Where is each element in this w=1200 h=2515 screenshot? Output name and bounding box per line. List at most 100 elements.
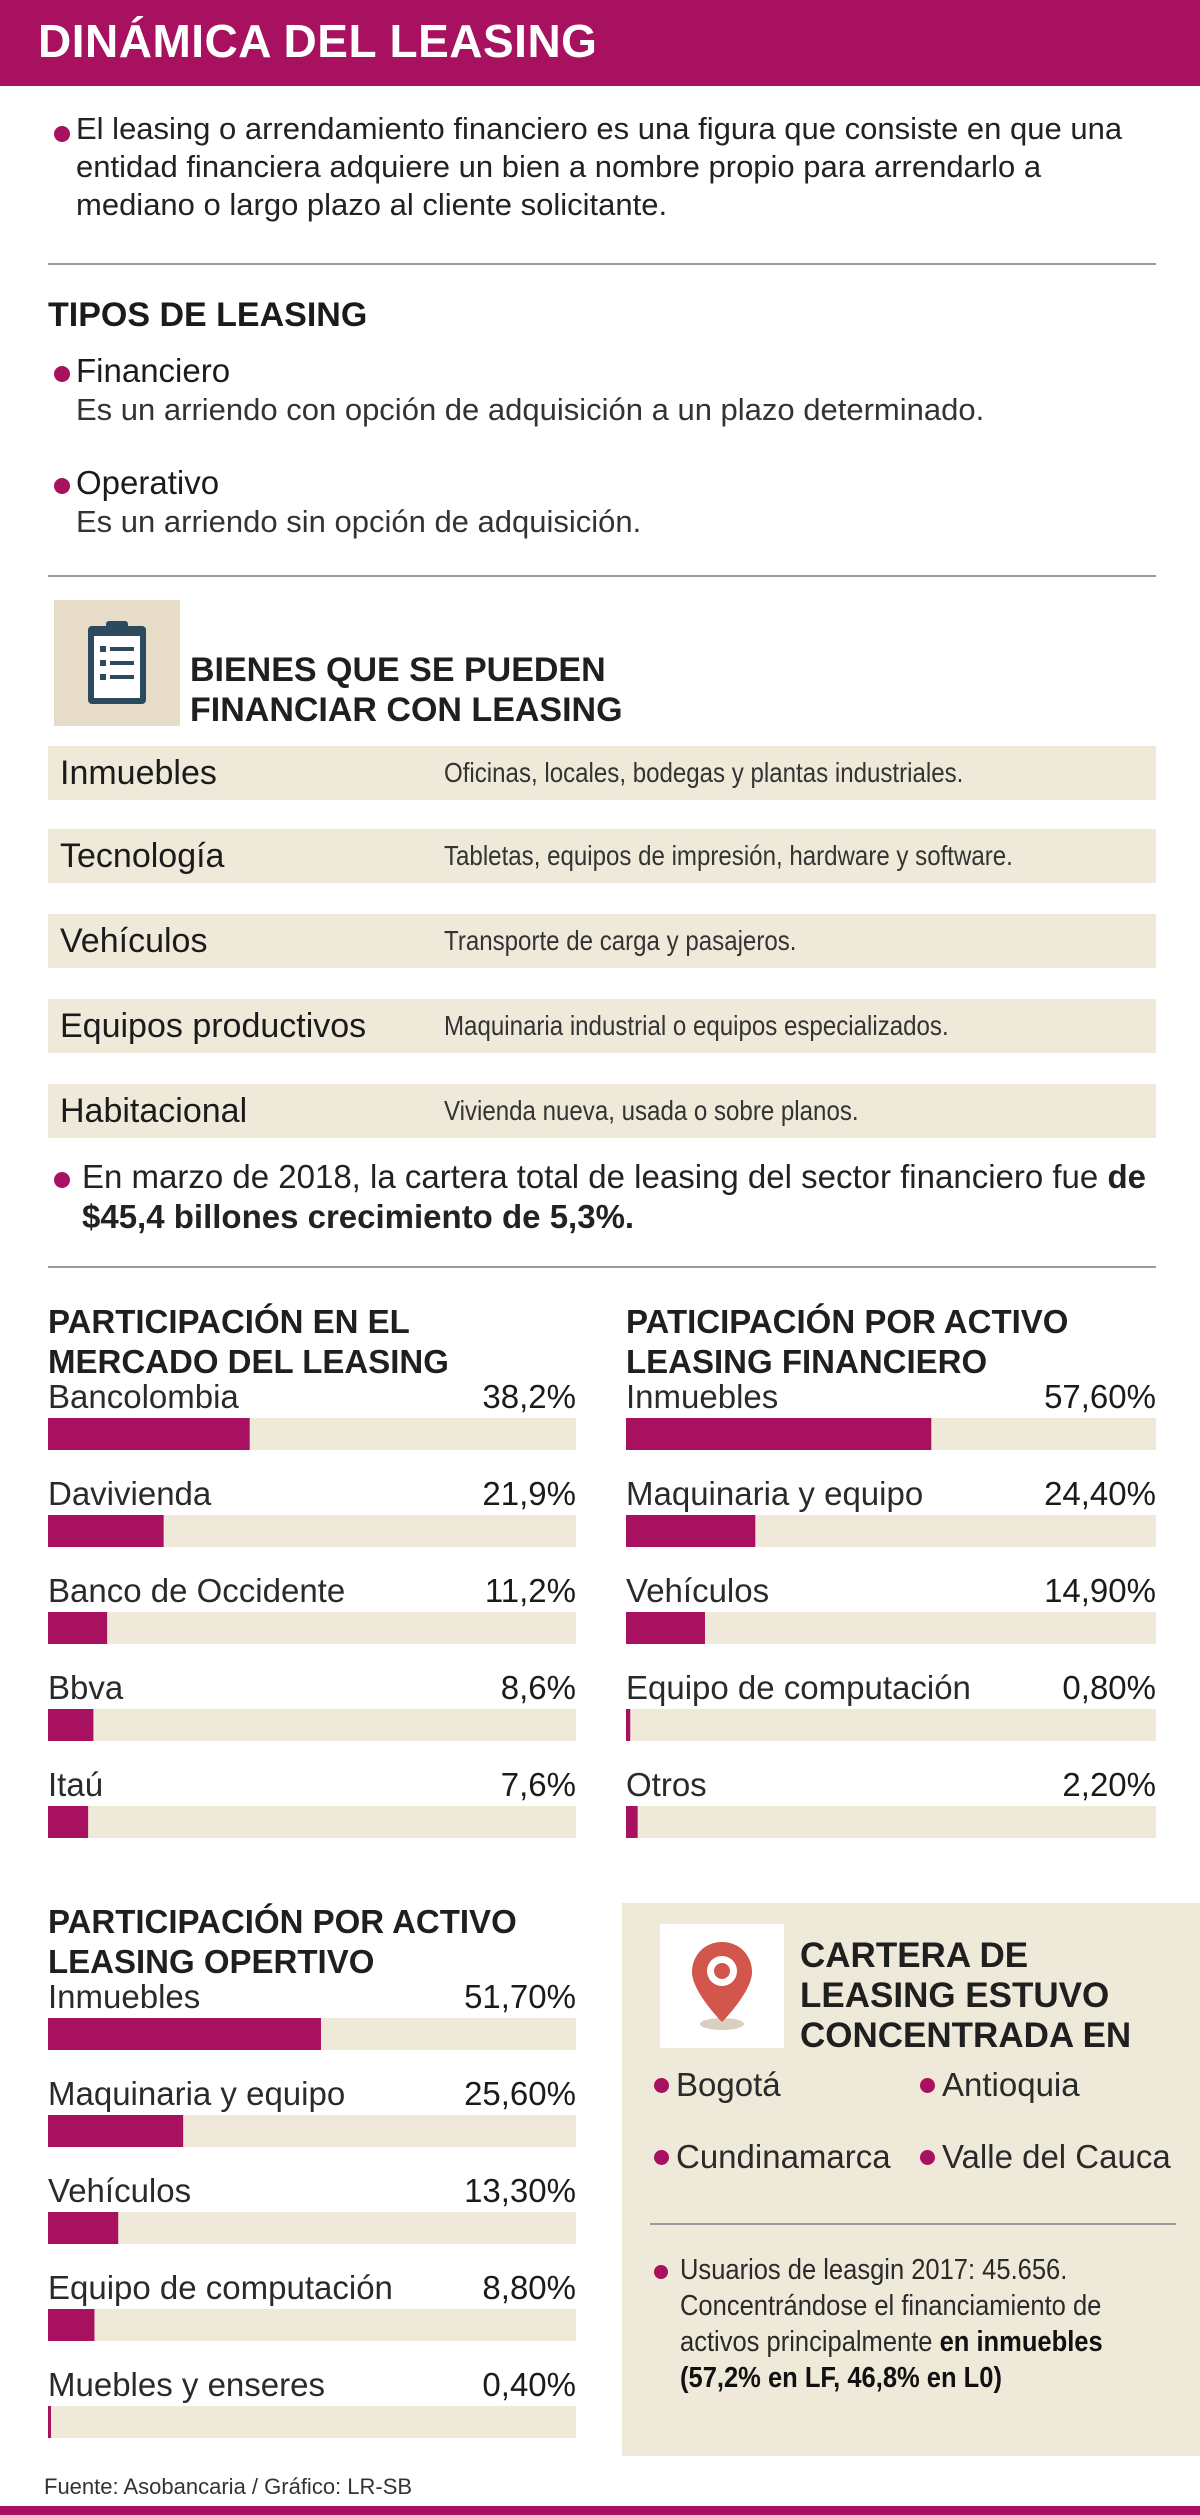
cartera-text-a: En marzo de 2018, la cartera total de le… xyxy=(82,1158,1108,1195)
divider xyxy=(48,1266,1156,1268)
bienes-row: Inmuebles Oficinas, locales, bodegas y p… xyxy=(48,746,1156,800)
region-item: Valle del Cauca xyxy=(920,2138,1171,2176)
tipos-title: TIPOS DE LEASING xyxy=(48,296,368,334)
bullet-icon xyxy=(54,1172,70,1188)
bienes-title-line: FINANCIAR CON LEASING xyxy=(190,691,623,729)
source-credit: Fuente: Asobancaria / Gráfico: LR-SB xyxy=(44,2474,413,2499)
bienes-description: Transporte de carga y pasajeros. xyxy=(444,925,797,956)
bullet-icon xyxy=(54,478,70,494)
bienes-row: Vehículos Transporte de carga y pasajero… xyxy=(48,914,1156,968)
chart-title-mercado: PARTICIPACIÓN EN EL MERCADO DEL LEASING xyxy=(48,1302,449,1382)
bar-track xyxy=(48,2212,576,2244)
bar-label: Vehículos xyxy=(48,2172,191,2209)
bar xyxy=(626,1709,631,1741)
bar-track xyxy=(48,2309,576,2341)
intro-paragraph: El leasing o arrendamiento financiero es… xyxy=(48,110,1168,224)
bar-label: Bancolombia xyxy=(48,1378,239,1415)
bar xyxy=(48,1612,108,1644)
clipboard-icon xyxy=(54,600,180,726)
bar xyxy=(626,1418,932,1450)
bienes-description: Maquinaria industrial o equipos especial… xyxy=(444,1010,949,1041)
bar-label: Maquinaria y equipo xyxy=(626,1475,923,1512)
bar-label: Bbva xyxy=(48,1669,124,1706)
bullet-icon xyxy=(654,2265,668,2279)
cartera-amount: de $45,4 billones crecimiento de xyxy=(82,1158,1146,1235)
bienes-category: Habitacional xyxy=(60,1092,248,1130)
chart-mercado: Bancolombia 38,2% Davivienda 21,9% Banco de … xyxy=(48,1378,576,1838)
divider xyxy=(650,2223,1176,2225)
bullet-icon xyxy=(654,2150,669,2165)
bullet-icon xyxy=(54,126,70,142)
bar xyxy=(48,1515,164,1547)
chart-title-financiero: PATICIPACIÓN POR ACTIVO LEASING FINANCIE… xyxy=(626,1302,1068,1382)
header-banner: DINÁMICA DEL LEASING xyxy=(0,0,1200,86)
bar-value-label: 0,40% xyxy=(482,2366,576,2403)
chart-title-line: MERCADO DEL LEASING xyxy=(48,1343,449,1380)
bienes-title-line: BIENES QUE SE PUEDEN xyxy=(190,651,606,689)
usuarios-text-b: en inmuebles (57,2% en LF, 46,8% en L0) xyxy=(680,2326,1103,2394)
bullet-icon xyxy=(920,2150,935,2165)
bar-value-label: 38,2% xyxy=(482,1378,576,1415)
region-label: Valle del Cauca xyxy=(942,2138,1171,2175)
concentracion-title: CARTERA DE LEASING ESTUVO CONCENTRADA EN xyxy=(800,1936,1131,2056)
bar-label: Maquinaria y equipo xyxy=(48,2075,345,2112)
bar-track xyxy=(48,1612,576,1644)
bar-label: Otros xyxy=(626,1766,707,1803)
divider xyxy=(48,263,1156,265)
bar-track xyxy=(48,1806,576,1838)
bar-value-label: 0,80% xyxy=(1062,1669,1156,1706)
bar xyxy=(48,1709,94,1741)
chart-title-operativo: PARTICIPACIÓN POR ACTIVO LEASING OPERTIV… xyxy=(48,1902,517,1982)
tipo-description: Es un arriendo con opción de adquisición… xyxy=(76,392,985,427)
tipo-financiero: Financiero Es un arriendo con opción de … xyxy=(48,352,1168,430)
region-label: Antioquia xyxy=(942,2066,1080,2103)
bienes-category: Vehículos xyxy=(60,922,208,960)
bienes-row: Tecnología Tabletas, equipos de impresió… xyxy=(48,829,1156,883)
footer-bar xyxy=(0,2506,1200,2515)
bar-value-label: 25,60% xyxy=(464,2075,576,2112)
bar-value-label: 8,80% xyxy=(482,2269,576,2306)
bar-label: Muebles y enseres xyxy=(48,2366,325,2403)
tipo-name: Operativo xyxy=(76,464,220,501)
usuarios-text-a: Usuarios de leasgin 2017: 45.656. Concen… xyxy=(680,2254,1102,2358)
bienes-row: Habitacional Vivienda nueva, usada o sob… xyxy=(48,1084,1156,1138)
region-label: Bogotá xyxy=(676,2066,781,2103)
bar-value-label: 13,30% xyxy=(464,2172,576,2209)
bar-value-label: 21,9% xyxy=(482,1475,576,1512)
region-item: Antioquia xyxy=(920,2066,1080,2104)
region-label: Cundinamarca xyxy=(676,2138,891,2175)
bar-value-label: 51,70% xyxy=(464,1978,576,2015)
bienes-row: Equipos productivos Maquinaria industria… xyxy=(48,999,1156,1053)
bar-label: Vehículos xyxy=(626,1572,769,1609)
bar-label: Equipo de computación xyxy=(48,2269,393,2306)
divider xyxy=(48,575,1156,577)
bar xyxy=(626,1612,705,1644)
map-pin-icon xyxy=(660,1924,784,2048)
bar-label: Equipo de computación xyxy=(626,1669,971,1706)
bar xyxy=(626,1515,756,1547)
bienes-description: Vivienda nueva, usada o sobre planos. xyxy=(444,1095,859,1126)
region-item: Cundinamarca xyxy=(654,2138,891,2176)
bullet-icon xyxy=(654,2078,669,2093)
concentracion-title-line: LEASING ESTUVO xyxy=(800,1976,1110,2015)
intro-text: El leasing o arrendamiento financiero es… xyxy=(76,111,1123,222)
chart-operativo: Inmuebles 51,70% Maquinaria y equipo 25,60%… xyxy=(48,1978,576,2438)
bar-value-label: 7,6% xyxy=(501,1766,576,1803)
bar-value-label: 2,20% xyxy=(1062,1766,1156,1803)
cartera-text: En marzo de 2018, la cartera total de le… xyxy=(82,1157,1168,1237)
bar xyxy=(48,1418,250,1450)
chart-title-line: PARTICIPACIÓN EN EL xyxy=(48,1303,410,1340)
usuarios-note: Usuarios de leasgin 2017: 45.656. Concen… xyxy=(652,2252,1172,2396)
bar xyxy=(48,2406,51,2438)
chart-title-line: PATICIPACIÓN POR ACTIVO xyxy=(626,1303,1069,1340)
chart-title-line: LEASING OPERTIVO xyxy=(48,1943,375,1980)
bar-value-label: 8,6% xyxy=(501,1669,576,1706)
bienes-description: Tabletas, equipos de impresión, hardware… xyxy=(444,840,1013,871)
chart-title-line: LEASING FINANCIERO xyxy=(626,1343,988,1380)
usuarios-text: Usuarios de leasgin 2017: 45.656. Concen… xyxy=(680,2252,1173,2396)
tipo-operativo: Operativo Es un arriendo sin opción de a… xyxy=(48,464,1168,542)
bar-label: Itaú xyxy=(48,1766,103,1803)
bar-value-label: 24,40% xyxy=(1044,1475,1156,1512)
bar-value-label: 11,2% xyxy=(485,1572,576,1609)
concentracion-title-line: CONCENTRADA EN xyxy=(800,2016,1132,2055)
